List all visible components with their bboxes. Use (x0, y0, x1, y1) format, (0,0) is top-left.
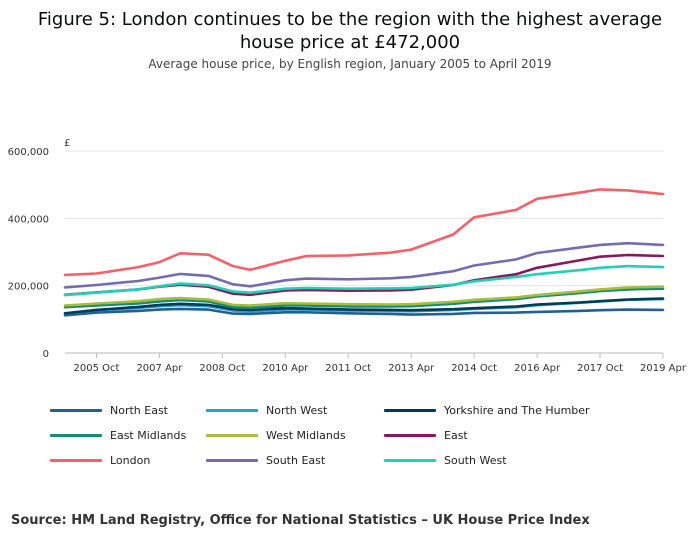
legend-label: North West (266, 404, 328, 417)
series-line-london (63, 188, 665, 277)
line-chart: 0 200,000 400,000 600,000 £2005 Oct 2007 Apr 2… (8, 138, 687, 374)
legend-swatch (206, 459, 258, 462)
series-line-south-east (63, 241, 665, 289)
y-tick-label: 200,000 (8, 282, 49, 293)
legend-swatch (384, 459, 436, 462)
legend-item[interactable]: East (384, 429, 468, 442)
legend-item[interactable]: North West (206, 404, 327, 417)
y-axis-unit-label: £ (64, 138, 70, 149)
legend-swatch (206, 434, 258, 437)
x-tick-label: 2017 Oct (577, 363, 623, 374)
legend-swatch (384, 434, 436, 437)
legend-label: East (444, 429, 468, 442)
series-line-west-midlands (63, 285, 665, 307)
legend-item[interactable]: South East (206, 454, 325, 467)
x-tick-label: 2008 Oct (199, 363, 245, 374)
y-tick-label: 0 (43, 349, 49, 360)
x-tick-label: 2013 Apr (388, 363, 435, 374)
chart-title: Figure 5: London continues to be the reg… (37, 9, 663, 53)
legend-label: East Midlands (110, 429, 187, 442)
legend-swatch (50, 459, 102, 462)
x-tick-label: 2011 Oct (325, 363, 371, 374)
legend-label: North East (110, 404, 168, 417)
legend-label: West Midlands (266, 429, 346, 442)
x-tick-label: 2010 Apr (262, 363, 309, 374)
source-note: Source: HM Land Registry, Office for Nat… (11, 513, 590, 528)
legend-item[interactable]: Yorkshire and The Humber (384, 404, 590, 417)
x-tick-label: 2005 Oct (74, 363, 120, 374)
series-line-south-west (63, 264, 665, 297)
legend-item[interactable]: South West (384, 454, 507, 467)
legend-swatch (384, 409, 436, 412)
legend-item[interactable]: West Midlands (206, 429, 346, 442)
y-tick-label: 600,000 (8, 147, 49, 158)
legend-label: South East (266, 454, 326, 467)
legend-label: Yorkshire and The Humber (444, 404, 590, 417)
x-tick-label: 2014 Oct (451, 363, 497, 374)
legend-label: South West (444, 454, 507, 467)
x-tick-label: 2019 Apr (640, 363, 687, 374)
legend-swatch (50, 434, 102, 437)
legend-item[interactable]: North East (50, 404, 168, 417)
legend-swatch (50, 409, 102, 412)
x-tick-label: 2016 Apr (514, 363, 561, 374)
chart-subtitle: Average house price, by English region, … (148, 57, 552, 71)
series-line-east-midlands (63, 287, 665, 310)
x-tick-label: 2007 Apr (136, 363, 183, 374)
legend-item[interactable]: East Midlands (50, 429, 186, 442)
series-line-north-east (63, 307, 665, 317)
series-line-yorkshire-and-the-humber (63, 297, 665, 315)
legend-label: London (110, 454, 151, 467)
legend-item[interactable]: London (50, 454, 150, 467)
legend-swatch (206, 409, 258, 412)
y-tick-label: 400,000 (8, 214, 49, 225)
